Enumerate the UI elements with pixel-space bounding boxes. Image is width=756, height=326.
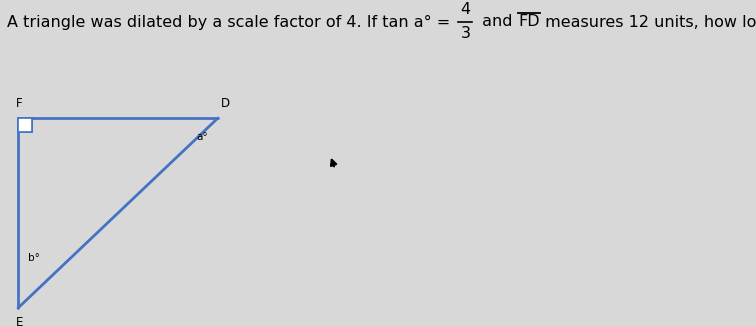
- Text: 3: 3: [460, 26, 470, 41]
- Text: FD: FD: [518, 14, 540, 29]
- Text: measures 12 units, how long is: measures 12 units, how long is: [540, 14, 756, 29]
- Text: 4: 4: [460, 3, 470, 18]
- Polygon shape: [18, 118, 32, 132]
- Text: b°: b°: [28, 253, 40, 263]
- Text: F: F: [16, 97, 23, 110]
- Text: D: D: [221, 97, 230, 110]
- Text: A triangle was dilated by a scale factor of 4. If tan a° =: A triangle was dilated by a scale factor…: [7, 14, 455, 30]
- Text: E: E: [16, 316, 23, 326]
- Text: a°: a°: [196, 132, 208, 142]
- Text: and: and: [477, 14, 518, 29]
